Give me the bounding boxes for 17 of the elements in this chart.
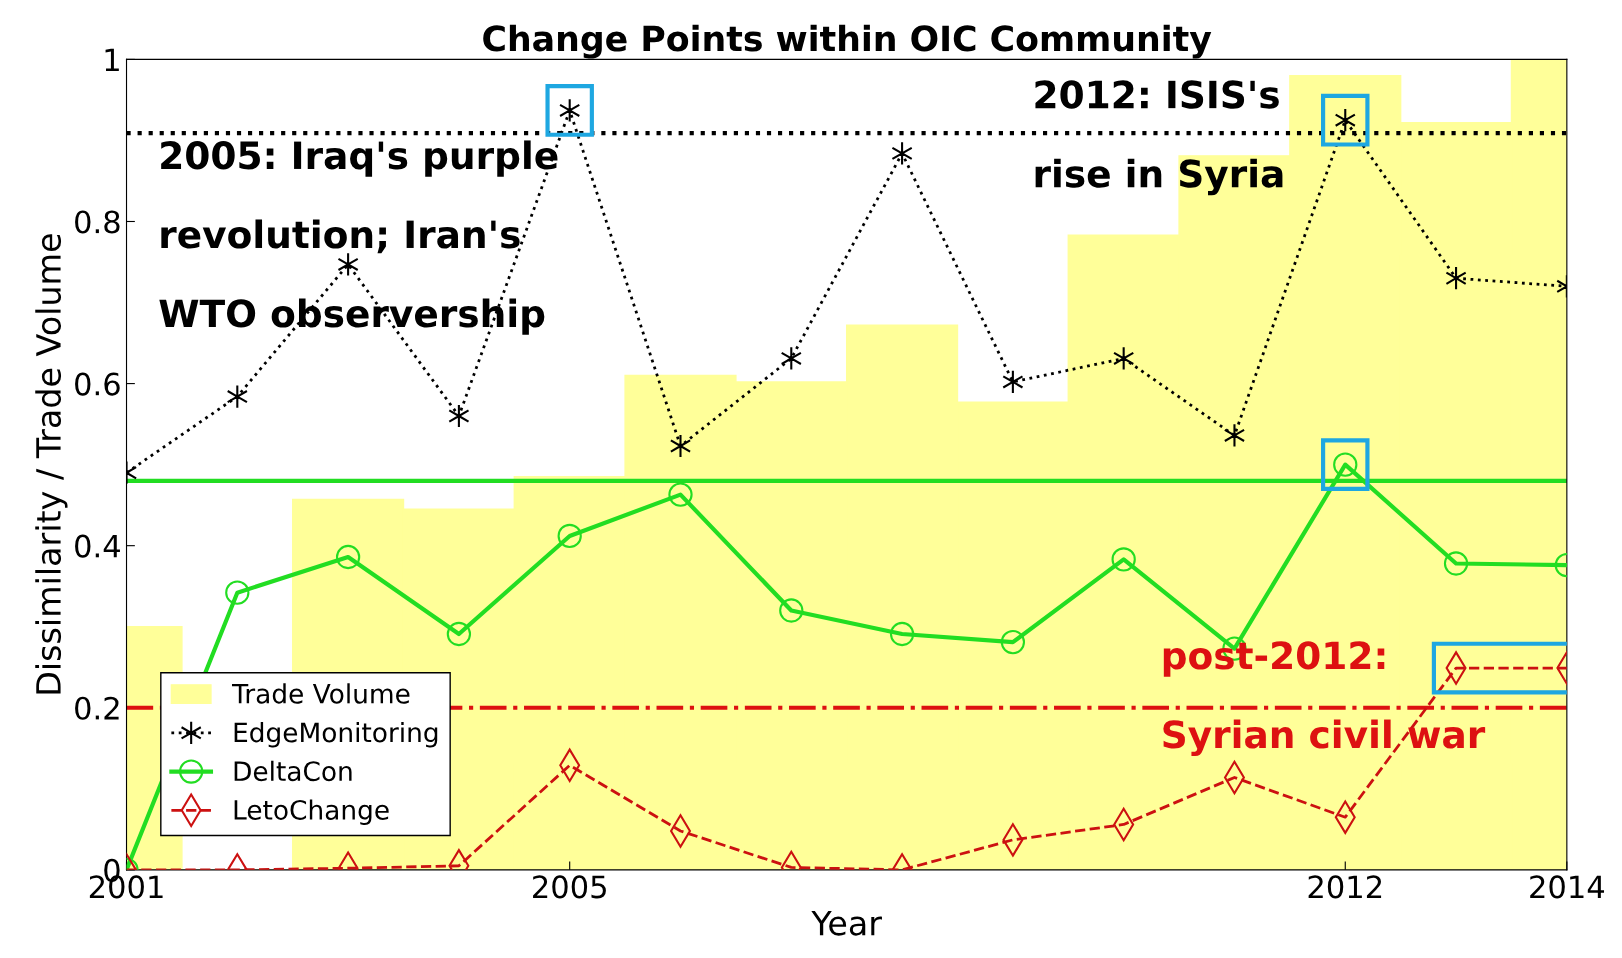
x-tick-label: 2005 xyxy=(533,875,606,899)
chart-title: Change Points within OIC Community xyxy=(483,24,1212,59)
annotation: post-2012: Syrian civil war xyxy=(1163,641,1486,757)
legend-label: EdgeMonitoring xyxy=(234,722,438,748)
y-tick-label: 0.8 xyxy=(75,210,120,234)
x-tick-label: 2014 xyxy=(1530,875,1605,899)
y-tick-label: 0.2 xyxy=(75,696,119,720)
y-tick-label: 1 xyxy=(105,48,119,71)
legend-label: DeltaCon xyxy=(234,760,352,782)
x-axis-title: Year xyxy=(811,910,882,936)
legend-label: LetoChange xyxy=(234,799,389,825)
x-tick-label: 2012 xyxy=(1308,875,1382,899)
text: 2012: ISIS's rise in Syria xyxy=(1035,80,1283,196)
y-tick-label: 0.6 xyxy=(75,372,120,396)
y-tick-label: 0.4 xyxy=(75,534,120,558)
legend-label: Trade Volume xyxy=(231,683,410,704)
y-axis-title: Dissimilarity / Trade Volume xyxy=(35,234,68,694)
